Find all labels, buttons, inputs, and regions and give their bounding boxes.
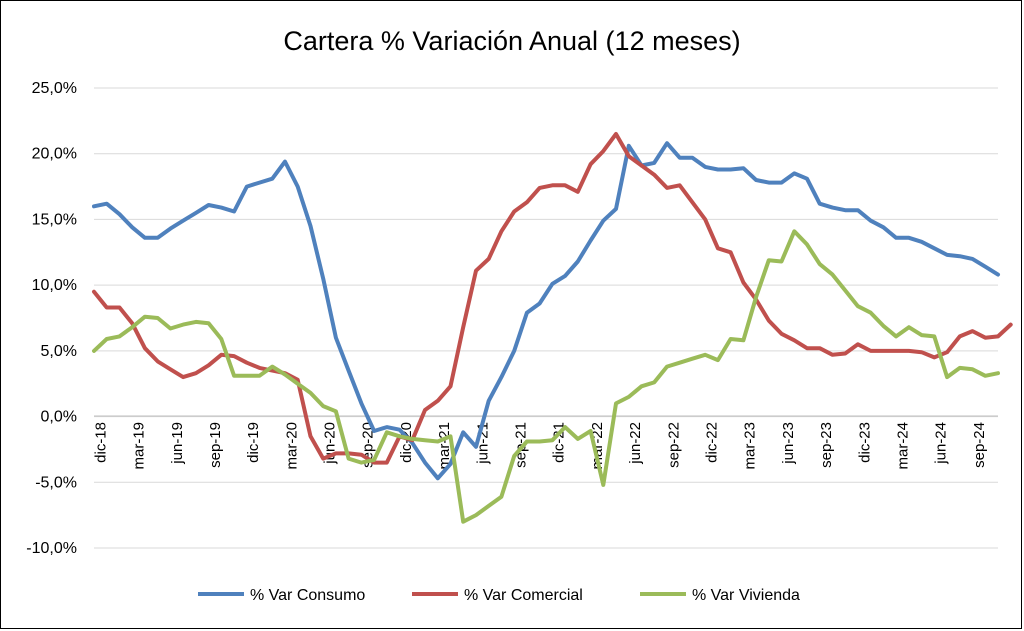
y-tick-label: 20,0%	[32, 146, 77, 163]
x-tick-label: mar-21	[436, 422, 453, 470]
x-tick-label: dic-23	[856, 422, 873, 463]
x-tick-label: jun-24	[933, 422, 950, 465]
x-tick-label: mar-19	[131, 422, 148, 470]
legend-label: % Var Consumo	[250, 587, 365, 604]
x-tick-label: jun-23	[780, 422, 797, 465]
series-line	[92, 141, 1000, 481]
series-line	[92, 132, 1013, 465]
series-line	[92, 229, 1000, 524]
x-tick-label: dic-19	[245, 422, 262, 463]
x-tick-label: dic-18	[92, 422, 109, 463]
x-tick-label: sep-23	[818, 422, 835, 468]
y-tick-label: 10,0%	[32, 277, 77, 294]
x-tick-label: mar-20	[283, 422, 300, 470]
y-tick-label: 15,0%	[32, 211, 77, 228]
y-tick-label: -10,0%	[26, 540, 77, 557]
gridlines	[94, 87, 998, 549]
y-tick-label: -5,0%	[35, 474, 77, 491]
legend: % Var Consumo % Var Comercial % Var Vivien…	[198, 587, 800, 604]
x-tick-label: mar-24	[895, 422, 912, 470]
x-tick-label: sep-21	[513, 422, 530, 468]
x-tick-label: dic-21	[551, 422, 568, 463]
y-tick-label: 25,0%	[32, 80, 77, 97]
y-tick-label: 0,0%	[41, 409, 77, 426]
x-axis: dic-18 mar-19 jun-19 sep-19 dic-19 mar-20 jun-…	[92, 415, 998, 470]
y-tick-label: 5,0%	[41, 343, 77, 360]
x-tick-label: jun-19	[169, 422, 186, 465]
x-tick-label: sep-24	[971, 422, 988, 468]
legend-label: % Var Comercial	[464, 587, 583, 604]
x-tick-label: jun-22	[627, 422, 644, 465]
y-axis: 25,0% 20,0% 15,0% 10,0% 5,0% 0,0% -5,0% -10,0%	[26, 80, 77, 557]
x-tick-label: sep-22	[665, 422, 682, 468]
x-tick-label: dic-22	[704, 422, 721, 463]
legend-label: % Var Vivienda	[692, 587, 800, 604]
chart-title: Cartera % Variación Anual (12 meses)	[283, 26, 740, 56]
x-tick-label: sep-19	[207, 422, 224, 468]
series-lines	[92, 132, 1013, 524]
x-tick-label: mar-23	[742, 422, 759, 470]
